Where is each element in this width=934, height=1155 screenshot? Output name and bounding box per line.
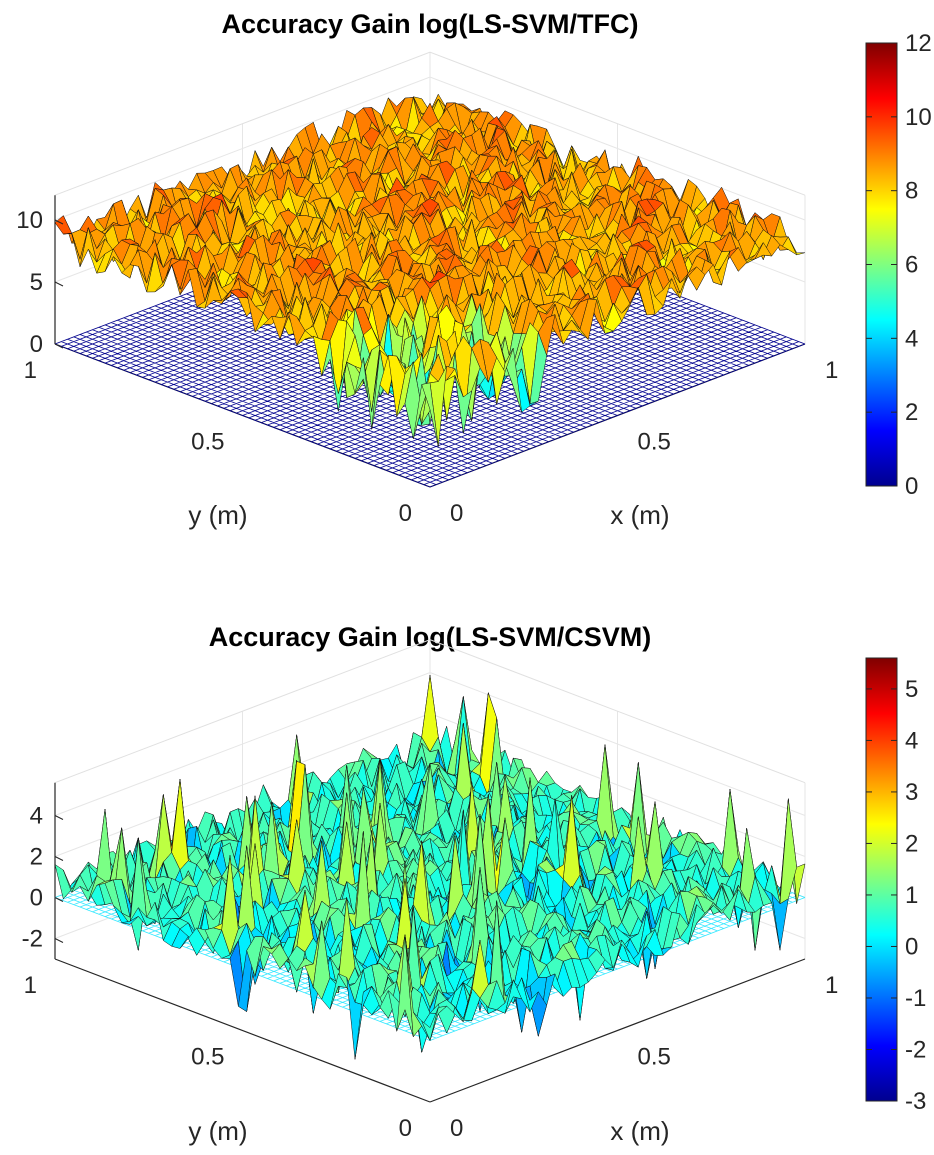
axis-ticks-2: 0 0.5 1 0 0.5 1 -2 0 2 4 [22, 803, 839, 1143]
y-axis-label-1: y (m) [188, 500, 247, 530]
z-tick-mark [54, 343, 64, 349]
colorbar-tick-label: 3 [905, 779, 918, 806]
z-tick-label: 0 [30, 885, 43, 912]
x-axis-label-1: x (m) [610, 500, 669, 530]
z-tick-label: 4 [30, 803, 43, 830]
colorbar-tick-label: 4 [905, 727, 918, 754]
colorbar-tick-label: 4 [905, 325, 918, 352]
z-tick-mark [54, 281, 64, 287]
y-axis-line [54, 958, 431, 1103]
z-tick-mark [54, 815, 64, 820]
x-tick-label: 1 [825, 357, 838, 384]
y-tick-label: 0 [399, 500, 412, 527]
chart-title-1: Accuracy Gain log(LS-SVM/TFC) [221, 9, 638, 39]
z-tick-mark [54, 938, 64, 943]
colorbar-tick-label: 8 [905, 178, 918, 205]
colorbar-tick-label: 10 [905, 104, 932, 131]
colorbar-tick-label: -3 [905, 1088, 926, 1115]
x-tick-label: 0.5 [638, 429, 671, 456]
y-tick-label: 1 [24, 972, 37, 999]
y-tick-label: 0.5 [191, 429, 224, 456]
z-tick-label: 2 [30, 844, 43, 871]
colorbar-1: 0 2 4 6 8 10 12 [865, 30, 932, 500]
y-tick-label: 0.5 [191, 1044, 224, 1071]
colorbar-tick-label: 0 [905, 473, 918, 500]
colorbar-tick-label: 2 [905, 830, 918, 857]
panel-2: Accuracy Gain log(LS-SVM/CSVM) 00.5100.5… [22, 622, 927, 1146]
colorbar-tick-label: 6 [905, 252, 918, 279]
colorbar-tick-label: 2 [905, 399, 918, 426]
colorbar-2: -3 -2 -1 0 1 2 3 4 5 [865, 657, 926, 1115]
colorbar-tick-label: -1 [905, 985, 926, 1012]
panel-1: Accuracy Gain log(LS-SVM/TFC) 00.5100.51… [16, 9, 931, 530]
y-axis-label-2: y (m) [188, 1116, 247, 1146]
colorbar-tick-label: 0 [905, 933, 918, 960]
colorbar-tick-label: 5 [905, 676, 918, 703]
surface-2 [54, 675, 806, 1060]
y-tick-label: 0 [399, 1115, 412, 1142]
x-tick-label: 1 [825, 972, 838, 999]
z-tick-mark [54, 897, 64, 902]
colorbar-tick-label: -2 [905, 1036, 926, 1063]
x-tick-label: 0 [450, 1115, 463, 1142]
z-tick-mark [54, 219, 64, 225]
z-tick-label: -2 [22, 926, 43, 953]
x-axis-line [429, 958, 806, 1103]
z-tick-mark [54, 856, 64, 861]
colorbar-tick-label: 1 [905, 882, 918, 909]
z-tick-label: 5 [30, 269, 43, 296]
x-tick-label: 0.5 [638, 1044, 671, 1071]
surface-1 [54, 93, 806, 447]
x-axis-label-2: x (m) [610, 1116, 669, 1146]
z-tick-label: 0 [30, 331, 43, 358]
y-tick-label: 1 [24, 357, 37, 384]
x-tick-label: 0 [450, 500, 463, 527]
z-tick-label: 10 [16, 207, 43, 234]
colorbar-tick-label: 12 [905, 30, 932, 57]
